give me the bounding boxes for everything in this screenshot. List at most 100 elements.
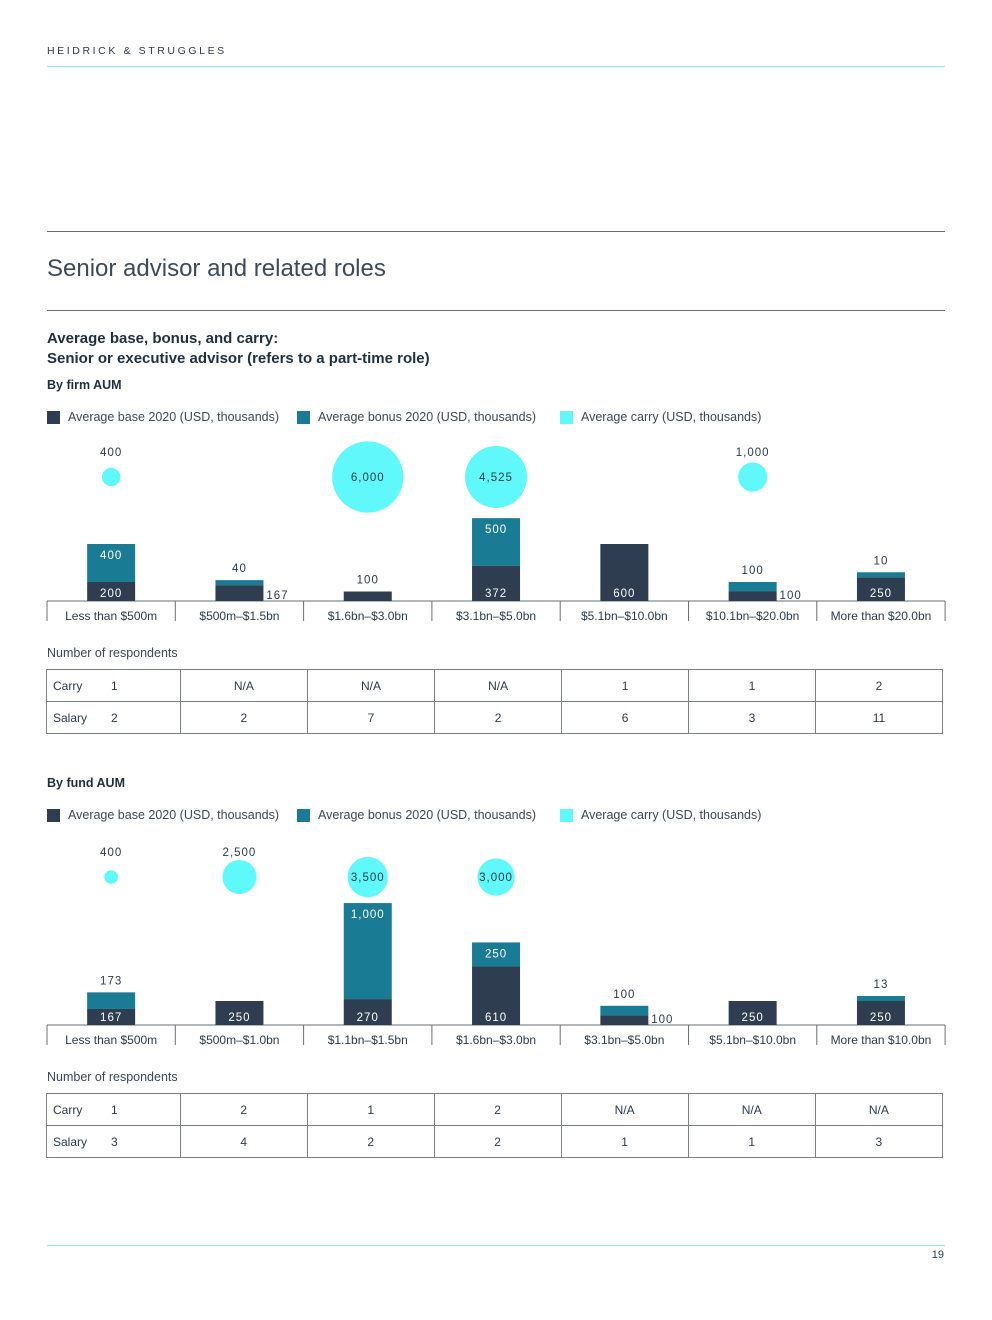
respondents-cell: 4 (179, 1125, 308, 1158)
legend-label-bonus: Average bonus 2020 (USD, thousands) (318, 808, 536, 822)
bar-base-label: 167 (100, 1012, 122, 1024)
bar-base-label: 600 (613, 588, 635, 600)
bar-bonus (472, 942, 521, 967)
respondents-cell: 2 (433, 1125, 562, 1158)
bar-bonus-label: 173 (100, 975, 122, 987)
bar-bonus-label: 100 (742, 565, 764, 577)
chart-title-line-1: Average base, bonus, and carry: (47, 330, 279, 347)
legend-label-base: Average base 2020 (USD, thousands) (68, 808, 280, 822)
page-number: 19 (931, 1249, 944, 1261)
chart-2-subtitle: By fund AUM (47, 776, 125, 790)
carry-bubble (465, 446, 527, 508)
category-label: More than $10.0bn (831, 1033, 932, 1047)
bar-base (87, 1008, 136, 1025)
section-bottom-divider (47, 310, 945, 311)
respondents-cell: 1 (306, 1093, 435, 1126)
bar-base-label: 100 (651, 1014, 673, 1026)
chart-1-respondents-table: Carry 1 N/A N/A N/A 1 1 2 Salary 2 2 7 2 6 3 11 (46, 669, 944, 734)
respondents-cell: 2 (433, 1093, 562, 1126)
respondents-cell: 11 (814, 701, 944, 734)
bar-bonus (856, 996, 905, 1001)
respondents-cell: N/A (434, 669, 563, 702)
bar-base (87, 582, 136, 601)
bar-base-label: 250 (870, 1012, 892, 1024)
chart-title: Average base, bonus, and carry: Senior o… (47, 329, 430, 369)
bar-base (600, 544, 649, 601)
respondents-cell: 3 (688, 701, 816, 734)
chart-1-legend: Average base 2020 (USD, thousands) Avera… (47, 409, 779, 425)
respondents-cell: 1 (688, 669, 816, 702)
bar-base (856, 577, 905, 601)
bar-bonus (87, 544, 136, 582)
respondents-row-label: Carry (53, 678, 83, 693)
category-label: Less than $500m (65, 1033, 157, 1047)
respondents-row-label: Salary (53, 710, 88, 725)
chart-2-respondents-table: Carry 1 2 1 2 N/A N/A N/A Salary 3 4 2 2 1 1 3 (46, 1093, 944, 1158)
legend-item-base: Average base 2020 (USD, thousands) (47, 410, 279, 424)
respondents-cell: 3 (814, 1125, 944, 1158)
respondents-cell: 6 (561, 701, 690, 734)
legend-item-bonus: Average bonus 2020 (USD, thousands) (297, 808, 536, 822)
chart-2-respondents-label: Number of respondents (47, 1070, 178, 1084)
footer-divider (47, 1245, 945, 1246)
legend-label-bonus: Average bonus 2020 (USD, thousands) (318, 410, 536, 424)
bar-base (215, 585, 264, 601)
respondents-cell: 2 (179, 1093, 308, 1126)
legend-label-base: Average base 2020 (USD, thousands) (68, 410, 280, 424)
bar-base-label: 100 (357, 575, 379, 587)
bar-base (728, 1001, 777, 1025)
category-label: $1.6bn–$3.0bn (456, 1033, 536, 1047)
legend-swatch-carry (559, 808, 573, 822)
respondents-cell: Salary 2 (46, 701, 181, 734)
bar-base-label: 250 (228, 1012, 250, 1024)
legend-swatch-bonus (297, 808, 311, 822)
bar-base (600, 1015, 649, 1025)
respondents-value: 1 (111, 1102, 118, 1117)
chart-1-respondents-label: Number of respondents (47, 646, 178, 660)
respondents-cell: 7 (306, 701, 436, 734)
bar-base-label: 610 (485, 1012, 507, 1024)
category-label: $10.1bn–$20.0bn (706, 609, 799, 623)
bar-bonus (600, 1005, 649, 1016)
bar-base (343, 591, 392, 601)
section-title: Senior advisor and related roles (47, 255, 386, 282)
carry-bubble (477, 858, 515, 896)
bar-base (343, 999, 392, 1025)
category-label: $500m–$1.5bn (199, 609, 279, 623)
respondents-row: Salary 3 4 2 2 1 1 3 (46, 1125, 944, 1158)
respondents-value: 3 (111, 1134, 118, 1149)
category-label: $5.1bn–$10.0bn (581, 609, 668, 623)
respondents-cell: Carry 1 (46, 1093, 181, 1126)
chart-1-firm-aum: Less than $500m 200 400 400 $500m–$1.5bn 167 4… (46, 441, 946, 623)
category-label: $3.1bn–$5.0bn (584, 1033, 664, 1047)
section-top-divider (47, 231, 945, 232)
carry-bubble-label: 3,000 (479, 872, 513, 884)
bar-base-label: 250 (742, 1012, 764, 1024)
bar-bonus (215, 580, 264, 586)
bar-base (472, 565, 521, 601)
category-label: More than $20.0bn (831, 609, 932, 623)
chart-2-fund-aum: Less than $500m 167 173 400 $500m–$1.0bn 250 2… (46, 847, 946, 1047)
carry-bubble (222, 860, 257, 894)
bar-bonus-label: 400 (100, 550, 122, 562)
respondents-cell: 1 (560, 1125, 689, 1158)
respondents-cell: N/A (306, 669, 436, 702)
bar-base-label: 372 (485, 588, 507, 600)
category-label: Less than $500m (65, 609, 157, 623)
chart-2-legend: Average base 2020 (USD, thousands) Avera… (47, 807, 779, 823)
carry-bubble-label: 400 (100, 847, 122, 859)
respondents-cell: N/A (814, 1093, 944, 1126)
bar-base-label: 200 (100, 588, 122, 600)
legend-swatch-base (47, 410, 60, 424)
carry-bubble (347, 856, 388, 898)
bar-bonus-label: 500 (485, 524, 507, 536)
category-label: $3.1bn–$5.0bn (456, 609, 536, 623)
respondents-cell: N/A (560, 1093, 689, 1126)
brand-name: HEIDRICK & STRUGGLES (47, 45, 227, 57)
respondents-cell: 2 (814, 669, 944, 702)
carry-bubble (101, 467, 121, 487)
category-label: $1.6bn–$3.0bn (328, 609, 408, 623)
bar-base-label: 100 (780, 590, 802, 602)
bar-bonus-label: 10 (874, 555, 889, 567)
respondents-cell: 1 (687, 1125, 816, 1158)
